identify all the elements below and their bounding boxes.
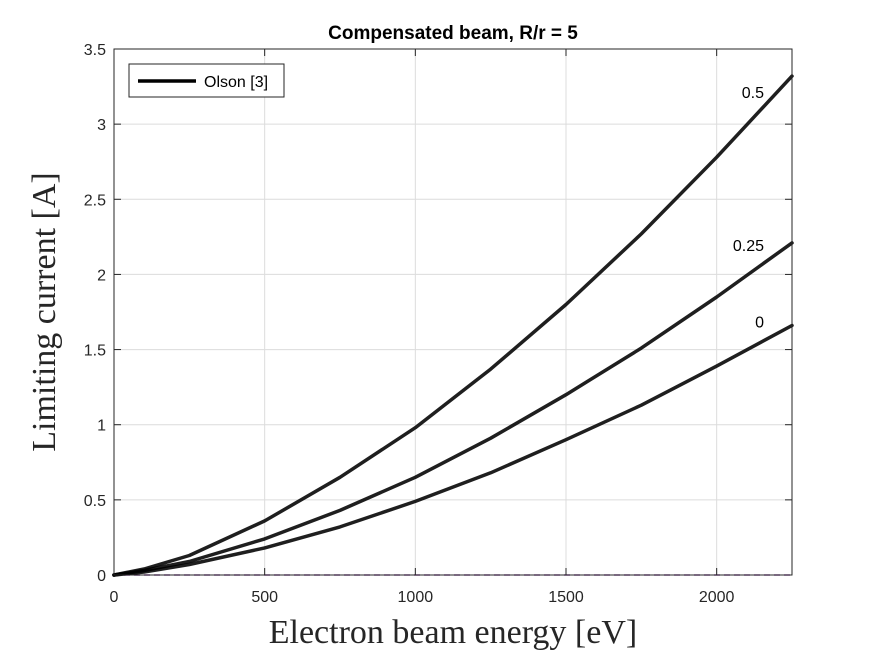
legend-entry-olson: Olson [3] — [204, 74, 268, 91]
series-line-1 — [112, 241, 794, 577]
series-line-0 — [112, 74, 794, 577]
ticks-layer: 0 500 1000 1500 2000 0 0.5 1 1.5 2 2.5 3 3.5 — [84, 42, 792, 606]
y-tick-label-2: 1 — [97, 418, 106, 435]
y-tick-label-4: 2 — [97, 267, 106, 284]
x-tick-label-0: 0 — [110, 589, 119, 606]
x-tick-label-3: 1500 — [548, 589, 584, 606]
plot-frame — [113, 48, 793, 576]
x-tick-label-2: 1000 — [398, 589, 434, 606]
y-axis-label: Limiting current [A] — [26, 172, 63, 451]
x-tick-label-4: 2000 — [699, 589, 735, 606]
y-tick-label-0: 0 — [97, 568, 106, 585]
series-label-2: 0 — [755, 315, 764, 332]
y-tick-label-3: 1.5 — [84, 343, 106, 360]
plot-area — [114, 49, 792, 575]
x-tick-label-1: 500 — [251, 589, 278, 606]
series-line-2 — [112, 323, 794, 577]
grid-lines — [113, 48, 792, 576]
y-tick-label-6: 3 — [97, 117, 106, 134]
chart-title: Compensated beam, R/r = 5 — [328, 23, 578, 44]
y-tick-label-1: 0.5 — [84, 493, 106, 510]
y-tick-label-7: 3.5 — [84, 42, 106, 59]
series-label-0: 0.5 — [742, 85, 764, 102]
x-axis-label: Electron beam energy [eV] — [269, 614, 637, 651]
series-label-1: 0.25 — [733, 238, 764, 255]
y-tick-label-5: 2.5 — [84, 192, 106, 209]
legend: Olson [3] — [128, 63, 285, 98]
